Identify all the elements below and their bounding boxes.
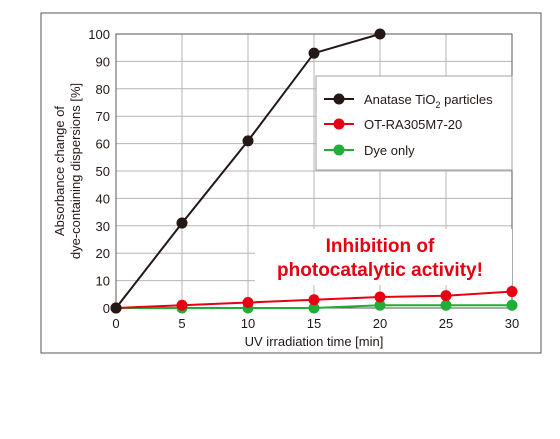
data-point xyxy=(374,28,386,40)
x-tick-label: 20 xyxy=(373,316,387,331)
x-tick-label: 5 xyxy=(178,316,185,331)
legend-marker-1 xyxy=(333,93,345,105)
annotation-backdrop xyxy=(255,229,512,285)
y-tick-label: 20 xyxy=(96,246,110,261)
y-tick-label: 30 xyxy=(96,219,110,234)
x-tick-label: 25 xyxy=(439,316,453,331)
y-tick-label: 80 xyxy=(96,82,110,97)
data-point xyxy=(506,286,518,298)
y-tick-labels: 0 10 20 30 40 50 60 70 80 90 100 xyxy=(88,27,110,316)
y-tick-label: 50 xyxy=(96,164,110,179)
legend-marker-2 xyxy=(333,118,345,130)
y-axis-label-line-2: dye-containing dispersions [%] xyxy=(68,83,83,259)
x-tick-labels: 0 5 10 15 20 25 30 xyxy=(112,316,519,331)
data-point xyxy=(308,302,320,314)
x-tick-label: 15 xyxy=(307,316,321,331)
y-tick-label: 60 xyxy=(96,137,110,152)
data-point xyxy=(440,299,452,311)
x-axis-label: UV irradiation time [min] xyxy=(245,334,384,349)
legend-marker-3 xyxy=(333,144,345,156)
legend-entry-2: OT-RA305M7-20 xyxy=(364,117,462,132)
data-point xyxy=(176,299,188,311)
data-point xyxy=(374,299,386,311)
data-point xyxy=(308,294,320,306)
x-tick-label: 0 xyxy=(112,316,119,331)
y-tick-label: 90 xyxy=(96,54,110,69)
data-point xyxy=(374,291,386,303)
data-point xyxy=(110,302,122,314)
annotation: Inhibition of photocatalytic activity! xyxy=(255,229,512,285)
x-tick-label: 10 xyxy=(241,316,255,331)
y-tick-label: 100 xyxy=(88,27,110,42)
data-point xyxy=(242,135,254,147)
x-tick-label: 30 xyxy=(505,316,519,331)
legend-entry-3: Dye only xyxy=(364,143,415,158)
y-axis-label: Absorbance change of dye-containing disp… xyxy=(52,83,83,259)
y-tick-label: 10 xyxy=(96,274,110,289)
data-point xyxy=(506,299,518,311)
y-tick-label: 70 xyxy=(96,109,110,124)
y-tick-label: 40 xyxy=(96,191,110,206)
y-tick-label: 0 xyxy=(103,301,110,316)
data-point xyxy=(242,297,254,309)
annotation-line-2: photocatalytic activity! xyxy=(277,260,483,281)
annotation-line-1: Inhibition of xyxy=(326,236,435,257)
series-layer xyxy=(110,28,518,314)
data-point xyxy=(440,290,452,302)
legend: Anatase TiO2 particles OT-RA305M7-20 Dye… xyxy=(315,75,513,171)
data-point xyxy=(308,47,320,59)
legend-entry-1: Anatase TiO2 particles xyxy=(364,92,493,110)
y-axis-label-line-1: Absorbance change of xyxy=(52,106,67,236)
data-point xyxy=(176,217,188,229)
